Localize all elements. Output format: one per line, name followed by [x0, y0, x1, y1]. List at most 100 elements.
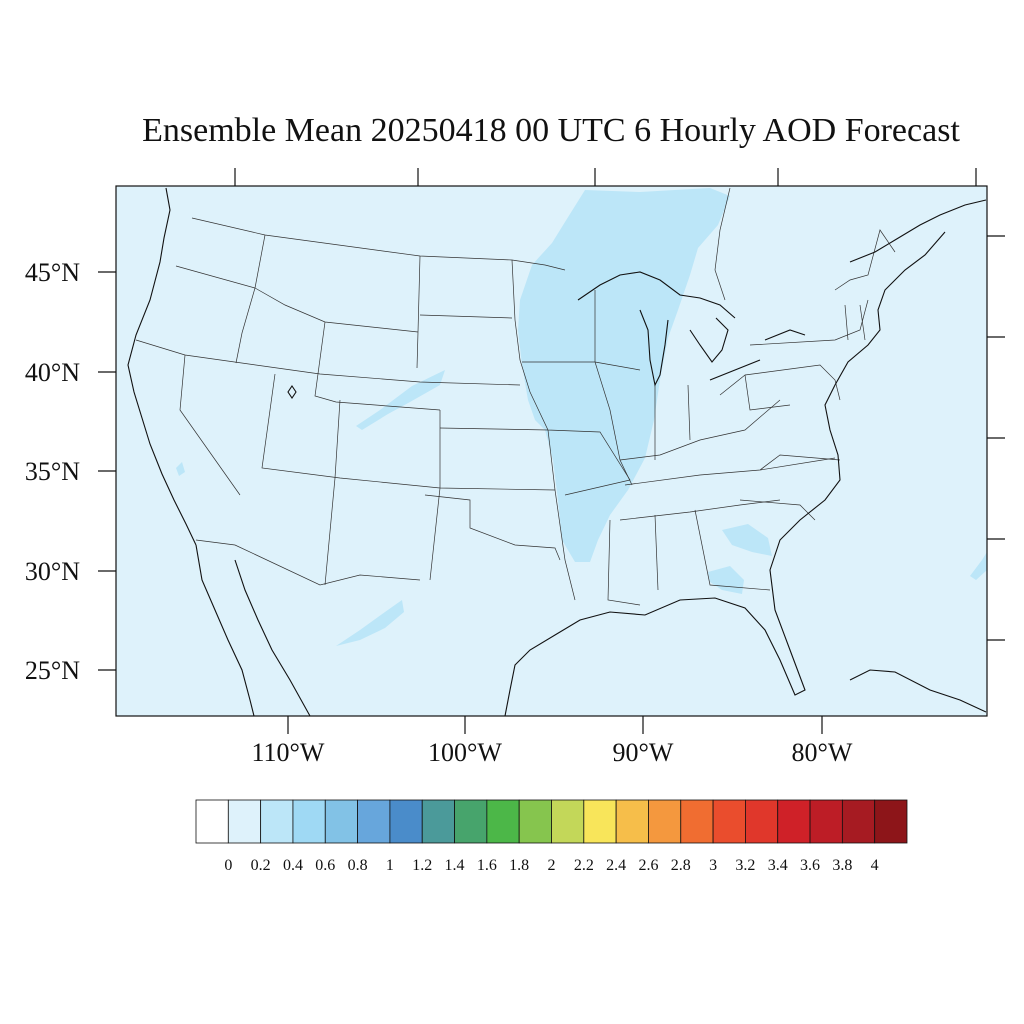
colorbar-swatch — [583, 799, 617, 844]
colorbar-label: 3.4 — [768, 857, 788, 874]
colorbar-swatch — [648, 799, 682, 844]
atlantic-gulf-coast — [504, 231, 946, 717]
colorbar-label: 2.2 — [574, 857, 594, 874]
map-frame — [115, 185, 988, 717]
colorbar-swatch — [745, 799, 779, 844]
colorbar-label: 4 — [871, 857, 879, 874]
colorbar-label: 2.8 — [671, 857, 691, 874]
lake-erie — [709, 359, 761, 381]
lake-michigan — [639, 309, 669, 387]
boundary-oklahoma-texas — [424, 494, 561, 561]
colorbar-label: 0.6 — [315, 857, 335, 874]
aod-plume-texas — [336, 600, 404, 646]
aod-plume-colorado — [356, 370, 445, 430]
longitude-labels: 110°W 100°W 90°W 80°W — [252, 738, 853, 767]
colorbar-swatch — [292, 799, 326, 844]
boundary-montana-south — [254, 234, 419, 333]
colorbar-swatch — [809, 799, 843, 844]
colorbar-label: 1.2 — [412, 857, 432, 874]
colorbar-label: 2.6 — [638, 857, 658, 874]
colorbar-swatch — [454, 799, 488, 844]
colorbar-label: 0.4 — [283, 857, 303, 874]
lake-superior — [577, 271, 736, 319]
latitude-labels: 45°N 40°N 35°N 30°N 25°N — [25, 258, 80, 685]
boundary-42n — [135, 339, 521, 386]
lon-label: 80°W — [792, 738, 853, 767]
colorbar-swatch — [615, 799, 649, 844]
lon-label: 100°W — [428, 738, 502, 767]
map-tick-marks — [98, 168, 1005, 734]
colorbar-swatch — [421, 799, 455, 844]
boundary-utah-colorado-east — [324, 399, 341, 586]
state-boundaries — [135, 187, 896, 606]
boundary-kansas-north — [439, 427, 549, 431]
aod-plume-atlantic — [970, 552, 987, 580]
colorbar-swatch — [195, 799, 229, 844]
colorbar-swatch — [227, 799, 262, 844]
colorbar-swatches — [195, 799, 908, 844]
lon-label: 110°W — [252, 738, 325, 767]
boundary-new-england — [834, 229, 896, 291]
boundary-dakotas-west — [416, 255, 421, 369]
boundary-oregon-idaho — [175, 265, 256, 364]
colorbar-label: 2.4 — [606, 857, 626, 874]
lat-label: 45°N — [25, 258, 80, 287]
colorbar-swatch — [260, 799, 294, 844]
colorbar-label: 0.2 — [251, 857, 271, 874]
lat-label: 30°N — [25, 557, 80, 586]
lake-huron — [689, 317, 729, 363]
caribbean-islands — [849, 669, 987, 713]
boundary-west-virginia — [719, 374, 791, 411]
colorbar-swatch — [551, 799, 585, 844]
colorbar-labels: 0 0.2 0.4 0.6 0.8 1 1.2 1.4 1.6 1.8 2 2.2 2.4 2.6 2.8 3… — [224, 857, 878, 874]
pacific-coast — [127, 187, 197, 546]
colorbar-swatch — [486, 799, 520, 844]
boundary-missouri — [529, 391, 631, 496]
colorbar-label: 1.8 — [509, 857, 529, 874]
boundary-carolinas — [739, 499, 816, 521]
lake-ontario — [764, 329, 806, 341]
colorbar-swatch — [324, 799, 358, 844]
aod-plume-pacific — [176, 462, 185, 476]
boundary-mexico-west — [195, 539, 421, 586]
boundary-vermont-nh — [844, 304, 866, 341]
boundary-colorado-kansas — [429, 410, 441, 581]
baja-coast-west — [195, 544, 255, 717]
boundary-alabama-west — [654, 514, 659, 591]
coastlines — [127, 187, 987, 717]
colorbar-label: 1.6 — [477, 857, 497, 874]
colorbar-swatch — [357, 799, 391, 844]
lon-label: 90°W — [613, 738, 674, 767]
boundary-wisconsin-illinois — [594, 290, 633, 486]
boundary-37n — [261, 373, 556, 491]
colorbar-label: 3.6 — [800, 857, 820, 874]
colorbar-label: 1.4 — [445, 857, 465, 874]
colorbar-swatch — [712, 799, 746, 844]
colorbar-label: 3 — [709, 857, 717, 874]
boundary-georgia — [694, 509, 771, 591]
map-title: Ensemble Mean 20250418 00 UTC 6 Hourly A… — [142, 112, 960, 149]
colorbar: 0 0.2 0.4 0.6 0.8 1 1.2 1.4 1.6 1.8 2 2.2 2.4 2.6 2.8 3… — [195, 799, 908, 874]
colorbar-label: 3.8 — [832, 857, 852, 874]
canada-border-east — [714, 187, 731, 301]
colorbar-swatch — [841, 799, 876, 844]
boundary-virginia-south — [759, 454, 841, 471]
colorbar-swatch — [680, 799, 714, 844]
canada-border-west — [191, 217, 566, 271]
boundary-missouri-arkansas-west — [547, 429, 576, 601]
boundary-nevada — [179, 354, 241, 496]
colorbar-swatch — [874, 799, 908, 844]
colorbar-label: 0.8 — [348, 857, 368, 874]
boundary-pennsylvania — [744, 364, 841, 401]
colorbar-label: 0 — [224, 857, 232, 874]
lat-label: 40°N — [25, 358, 80, 387]
colorbar-swatch — [518, 799, 552, 844]
map-panel: 45°N 40°N 35°N 30°N 25°N 110°W 100°W 90°… — [25, 168, 1005, 767]
colorbar-swatch — [777, 799, 811, 844]
aod-plume-layer — [176, 188, 987, 646]
colorbar-label: 2 — [548, 857, 556, 874]
lat-label: 35°N — [25, 457, 80, 486]
gulf-of-california — [234, 559, 311, 717]
boundary-ohio-river — [619, 399, 781, 461]
